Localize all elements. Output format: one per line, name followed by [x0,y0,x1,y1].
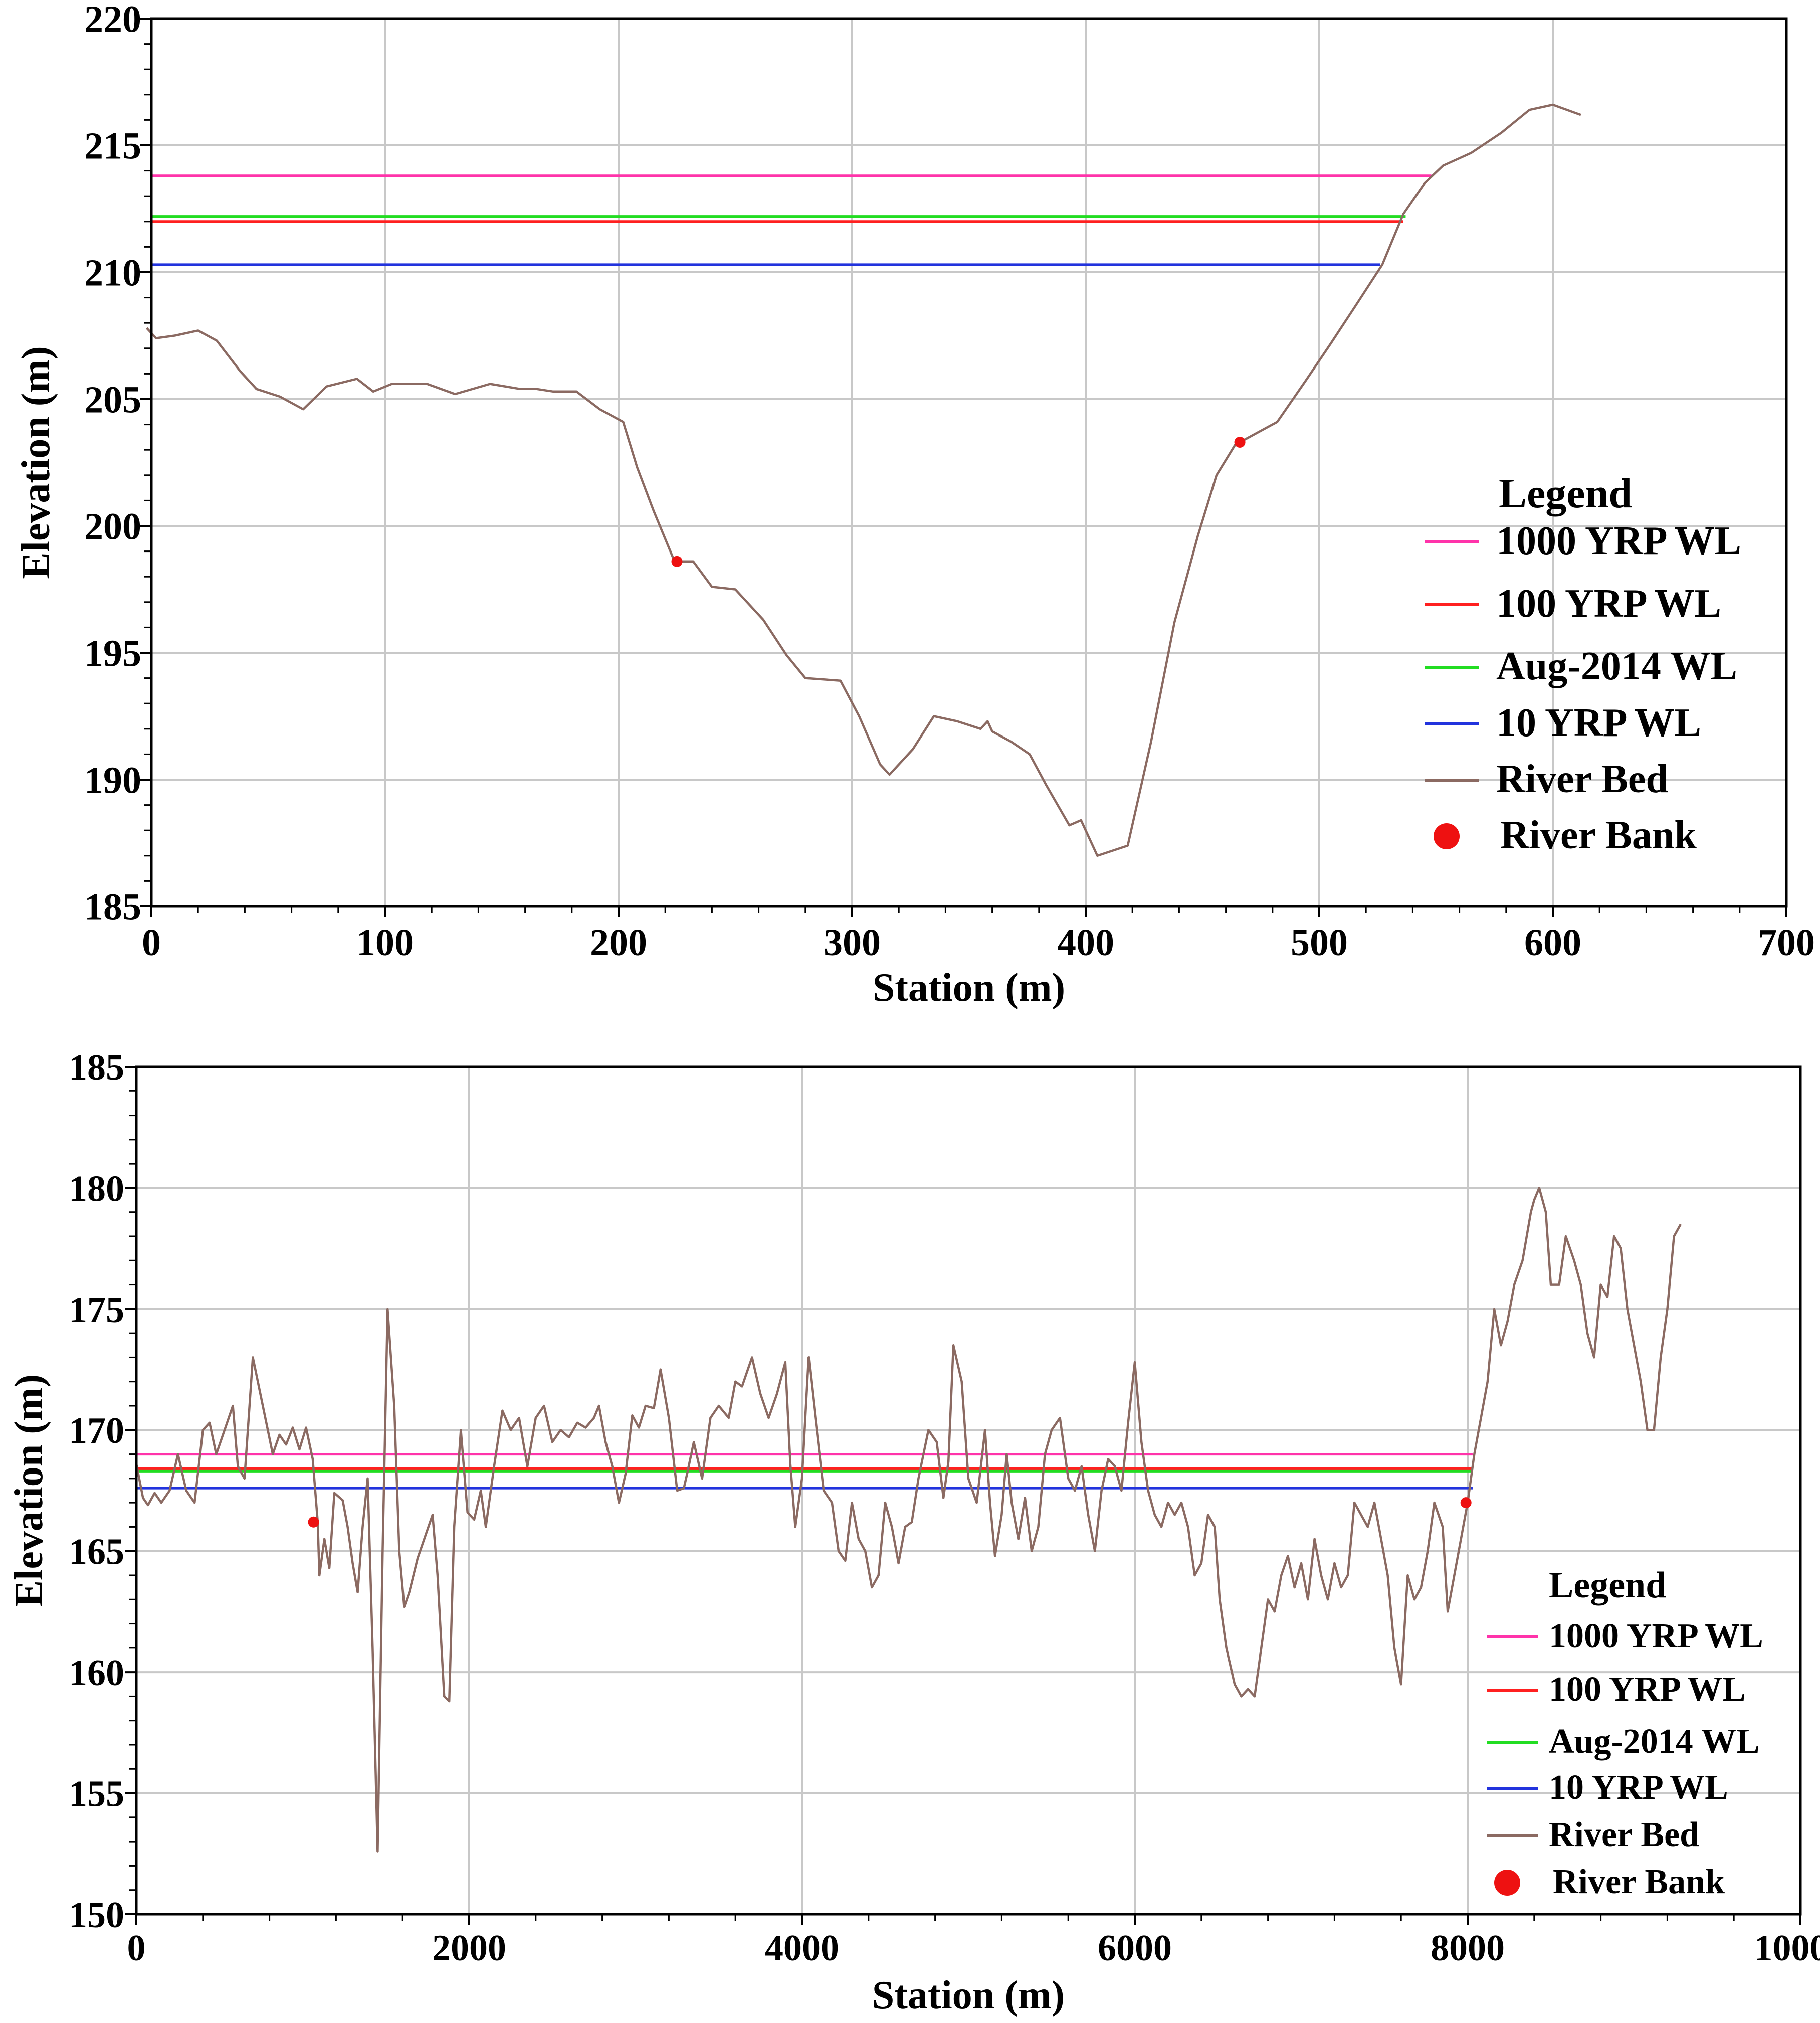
x-tick-label: 4000 [765,1928,839,1969]
y-axis-title: Elevation (m) [14,346,58,579]
legend-label: 10 YRP WL [1549,1768,1728,1807]
legend-label: 1000 YRP WL [1496,519,1741,563]
legend-label: 10 YRP WL [1496,701,1701,745]
plot-frame [150,17,1788,908]
y-tick-label: 185 [69,1047,124,1088]
legend-title: Legend [1499,470,1632,517]
y-tick-label: 165 [69,1532,124,1573]
river-bank-point [1460,1497,1472,1509]
river-bank-point [1234,437,1246,448]
y-tick-label: 185 [84,886,141,929]
x-tick-label: 100 [356,922,414,964]
x-tick-label: 6000 [1098,1928,1172,1969]
chart-bottom: 0 2000 4000 6000 8000 10000 150 155 160 165 170 175… [7,1047,1820,2017]
legend-marker-river-bank [1434,823,1460,849]
chart-top: 0 100 200 300 400 500 600 700 185 190 195 200 205 210… [14,0,1815,1010]
legend-title: Legend [1549,1565,1666,1606]
x-tick-label: 2000 [432,1928,506,1969]
legend-label: Aug-2014 WL [1496,644,1737,688]
y-axis-title: Elevation (m) [7,1374,51,1607]
river-bank-point [671,556,683,567]
y-tick-label: 220 [84,0,141,41]
y-tick-label: 205 [84,379,141,421]
x-tick-label: 0 [142,922,161,964]
y-tick-label: 170 [69,1410,124,1451]
x-tick-label: 300 [824,922,881,964]
x-tick-label: 200 [590,922,647,964]
river-bed-line [135,1187,1682,1853]
y-tick-label: 200 [84,506,141,548]
x-tick-label: 8000 [1431,1928,1505,1969]
y-tick-label: 155 [69,1773,124,1814]
legend-label: River Bed [1549,1815,1699,1854]
y-tick-label: 215 [84,125,141,167]
river-bank-point [308,1516,319,1528]
x-tick-label: 400 [1057,922,1114,964]
legend-label: 1000 YRP WL [1549,1617,1763,1656]
x-tick-label: 600 [1524,922,1581,964]
legend-label: River Bank [1553,1863,1725,1901]
legend-label: River Bank [1500,813,1697,857]
legend-label: River Bed [1496,757,1668,801]
x-tick-label: 700 [1758,922,1815,964]
y-tick-label: 150 [69,1895,124,1936]
river-bed-line [146,103,1581,857]
x-tick-label: 0 [127,1928,146,1969]
x-tick-label: 500 [1291,922,1348,964]
x-tick-label: 10000 [1754,1928,1820,1969]
legend-marker-river-bank [1494,1870,1520,1896]
x-axis-title: Station (m) [873,966,1065,1010]
y-tick-label: 175 [69,1290,124,1331]
legend-label: Aug-2014 WL [1549,1722,1760,1761]
y-tick-label: 190 [84,760,141,802]
y-tick-label: 160 [69,1652,124,1694]
y-tick-label: 210 [84,252,141,294]
y-tick-label: 180 [69,1168,124,1209]
x-axis-title: Station (m) [872,1973,1065,2017]
legend-label: 100 YRP WL [1496,582,1721,626]
y-tick-label: 195 [84,633,141,675]
plot-frame [135,1065,1802,1916]
legend-label: 100 YRP WL [1549,1670,1746,1709]
